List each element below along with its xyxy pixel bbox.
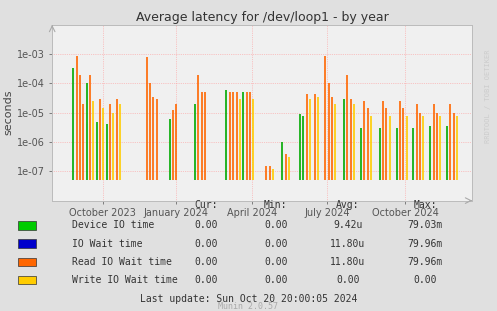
Text: 0.00: 0.00	[264, 257, 288, 267]
Text: 0.00: 0.00	[264, 239, 288, 248]
Text: Read IO Wait time: Read IO Wait time	[72, 257, 172, 267]
Text: RRDTOOL / TOBI OETIKER: RRDTOOL / TOBI OETIKER	[485, 50, 491, 143]
Text: 0.00: 0.00	[264, 275, 288, 285]
Text: 79.96m: 79.96m	[408, 239, 442, 248]
Text: Last update: Sun Oct 20 20:00:05 2024: Last update: Sun Oct 20 20:00:05 2024	[140, 294, 357, 304]
Text: 0.00: 0.00	[413, 275, 437, 285]
Title: Average latency for /dev/loop1 - by year: Average latency for /dev/loop1 - by year	[136, 11, 389, 24]
Text: Min:: Min:	[264, 200, 288, 210]
Text: 0.00: 0.00	[194, 239, 218, 248]
Text: 0.00: 0.00	[194, 257, 218, 267]
Text: 79.96m: 79.96m	[408, 257, 442, 267]
Text: Max:: Max:	[413, 200, 437, 210]
Text: 11.80u: 11.80u	[331, 257, 365, 267]
Text: IO Wait time: IO Wait time	[72, 239, 143, 248]
Y-axis label: seconds: seconds	[4, 90, 14, 136]
Text: 0.00: 0.00	[336, 275, 360, 285]
Text: 0.00: 0.00	[194, 220, 218, 230]
Text: 11.80u: 11.80u	[331, 239, 365, 248]
Text: 9.42u: 9.42u	[333, 220, 363, 230]
Text: Write IO Wait time: Write IO Wait time	[72, 275, 178, 285]
Text: Device IO time: Device IO time	[72, 220, 154, 230]
Text: 0.00: 0.00	[264, 220, 288, 230]
Text: 0.00: 0.00	[194, 275, 218, 285]
Text: Cur:: Cur:	[194, 200, 218, 210]
Text: 79.03m: 79.03m	[408, 220, 442, 230]
Text: Avg:: Avg:	[336, 200, 360, 210]
Text: Munin 2.0.57: Munin 2.0.57	[219, 301, 278, 310]
